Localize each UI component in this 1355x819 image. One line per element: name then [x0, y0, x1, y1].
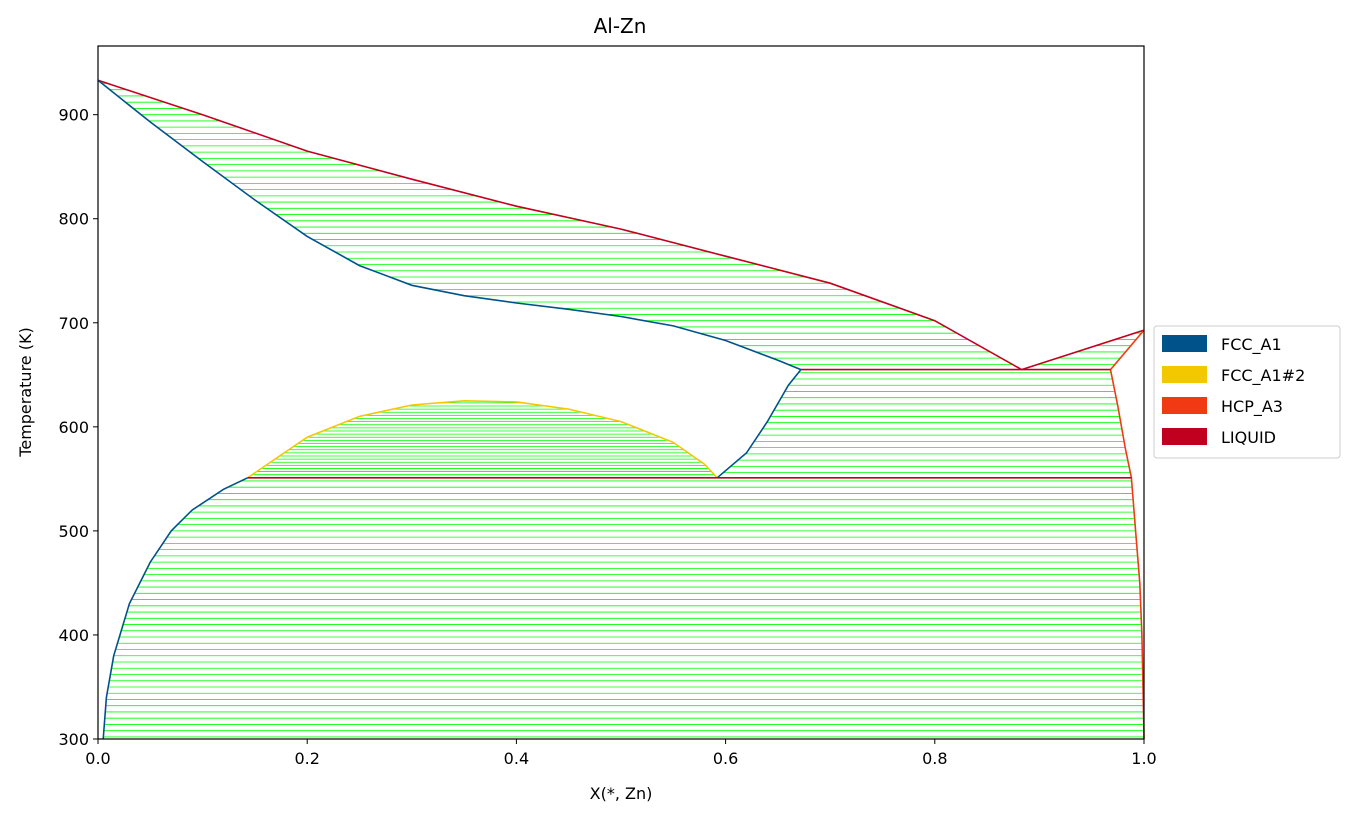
boundary-fcc_a1: [97, 79, 802, 371]
y-tick-label: 600: [58, 418, 89, 437]
tieline-group: [101, 83, 1144, 738]
legend-swatch: [1162, 428, 1207, 445]
phase-boundary-group: [97, 79, 1145, 740]
legend-box: [1153, 325, 1341, 459]
y-tick-label: 900: [58, 106, 89, 125]
chart-title: Al-Zn: [594, 14, 647, 38]
plot-frame: [97, 45, 1145, 740]
boundary-fcc_a1-2: [247, 399, 718, 479]
legend-label: FCC_A1#2: [1221, 366, 1305, 386]
boundary-liquid: [1021, 329, 1145, 371]
y-tick-label: 300: [58, 730, 89, 749]
legend-label: LIQUID: [1221, 428, 1276, 447]
y-tick-label: 800: [58, 210, 89, 229]
x-tick-label: 1.0: [1131, 749, 1156, 768]
y-axis-label: Temperature (K): [16, 327, 35, 457]
y-tick-label: 500: [58, 522, 89, 541]
legend-label: HCP_A3: [1221, 397, 1283, 417]
boundary-fcc_a1: [716, 369, 802, 479]
x-tick-label: 0.4: [504, 749, 529, 768]
x-tick-label: 0.2: [294, 749, 319, 768]
y-tick-label: 700: [58, 314, 89, 333]
legend-swatch: [1162, 335, 1207, 352]
y-tick-label: 400: [58, 626, 89, 645]
legend-label: FCC_A1: [1221, 335, 1282, 355]
x-axis-label: X(*, Zn): [590, 784, 653, 803]
x-tick-label: 0.8: [922, 749, 947, 768]
legend: FCC_A1 FCC_A1#2 HCP_A3 LIQUID: [1153, 325, 1341, 459]
x-tick-label: 0.0: [85, 749, 110, 768]
legend-swatch: [1162, 397, 1207, 414]
boundary-liquid: [97, 79, 1022, 371]
boundary-fcc_a1: [102, 477, 248, 740]
boundary-hcp_a3: [1109, 369, 1145, 740]
boundary-hcp_a3: [1109, 329, 1145, 371]
legend-swatch: [1162, 366, 1207, 383]
x-axis-ticks: 0.0 0.2 0.4 0.6 0.8 1.0: [85, 739, 1157, 768]
x-tick-label: 0.6: [713, 749, 738, 768]
y-axis-ticks: 300 400 500 600 700 800 900: [58, 106, 98, 749]
